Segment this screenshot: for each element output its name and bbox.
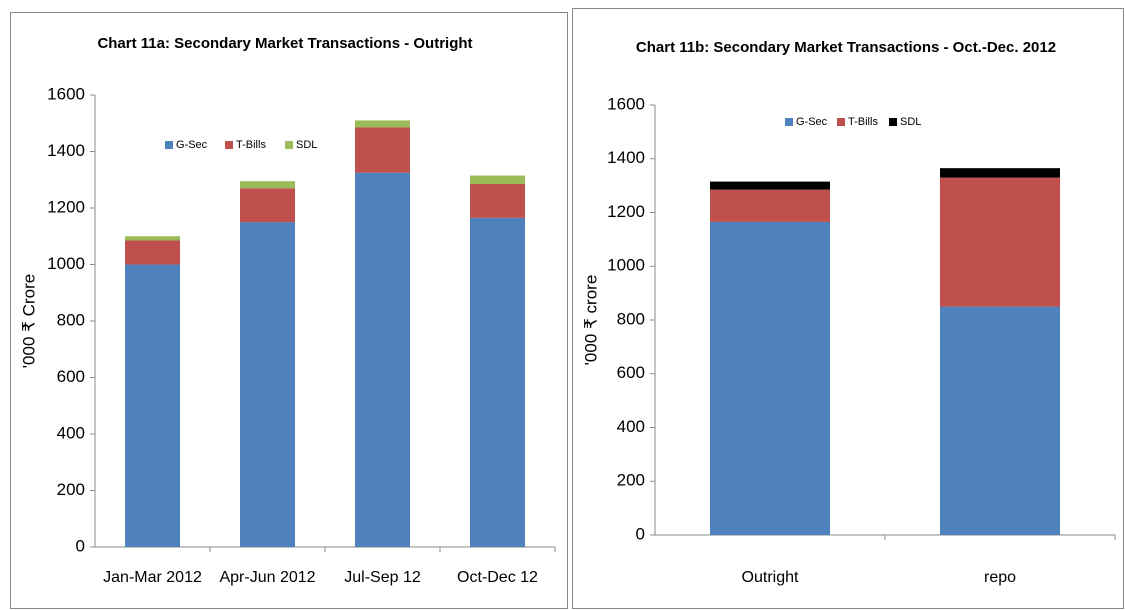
legend-label: G-Sec bbox=[176, 139, 208, 151]
y-tick-label: 0 bbox=[76, 536, 85, 555]
y-tick-label: 1400 bbox=[607, 148, 645, 167]
y-tick-label: 400 bbox=[57, 423, 85, 442]
legend-label: SDL bbox=[900, 116, 921, 128]
x-tick-label: Jan-Mar 2012 bbox=[103, 569, 202, 586]
y-axis-label: '000 ₹ Crore bbox=[19, 274, 38, 368]
legend-swatch bbox=[837, 118, 845, 126]
bar-segment bbox=[240, 181, 295, 189]
legend-label: T-Bills bbox=[848, 116, 878, 128]
chart-title: Chart 11a: Secondary Market Transactions… bbox=[97, 35, 472, 52]
y-tick-label: 800 bbox=[617, 309, 645, 328]
bar-segment bbox=[710, 181, 830, 190]
y-tick-label: 1200 bbox=[607, 202, 645, 221]
bar-segment bbox=[125, 264, 180, 547]
bar-segment bbox=[940, 168, 1060, 178]
legend-label: T-Bills bbox=[236, 139, 266, 151]
bar-segment bbox=[240, 222, 295, 547]
bar-segment bbox=[125, 240, 180, 265]
y-tick-label: 1600 bbox=[607, 94, 645, 113]
legend-label: SDL bbox=[296, 139, 317, 151]
x-tick-label: Outright bbox=[742, 569, 799, 586]
bar-segment bbox=[710, 189, 830, 222]
x-tick-label: Oct-Dec 12 bbox=[457, 569, 538, 586]
bar-segment bbox=[710, 221, 830, 535]
bar-segment bbox=[940, 177, 1060, 307]
x-tick-label: repo bbox=[984, 569, 1016, 586]
y-tick-label: 400 bbox=[617, 417, 645, 436]
bar-segment bbox=[355, 120, 410, 128]
y-tick-label: 600 bbox=[617, 363, 645, 382]
x-tick-label: Jul-Sep 12 bbox=[344, 569, 421, 586]
bar-segment bbox=[355, 172, 410, 547]
bar-segment bbox=[240, 188, 295, 223]
chart-title: Chart 11b: Secondary Market Transactions… bbox=[636, 39, 1056, 56]
y-axis-label: '000 ₹ crore bbox=[581, 275, 600, 366]
x-tick-label: Apr-Jun 2012 bbox=[219, 569, 315, 586]
bar-segment bbox=[470, 183, 525, 218]
y-tick-label: 800 bbox=[57, 310, 85, 329]
y-tick-label: 1200 bbox=[47, 197, 85, 216]
legend-swatch bbox=[785, 118, 793, 126]
y-tick-label: 1600 bbox=[47, 84, 85, 103]
y-tick-label: 0 bbox=[636, 524, 645, 543]
legend-swatch bbox=[225, 141, 233, 149]
y-tick-label: 600 bbox=[57, 367, 85, 386]
y-tick-label: 1000 bbox=[607, 256, 645, 275]
legend-label: G-Sec bbox=[796, 116, 828, 128]
legend-swatch bbox=[165, 141, 173, 149]
bar-segment bbox=[470, 175, 525, 184]
y-tick-label: 200 bbox=[617, 471, 645, 490]
legend-swatch bbox=[889, 118, 897, 126]
y-tick-label: 1000 bbox=[47, 254, 85, 273]
bar-segment bbox=[940, 306, 1060, 535]
y-tick-label: 200 bbox=[57, 480, 85, 499]
bar-segment bbox=[125, 236, 180, 241]
y-tick-label: 1400 bbox=[47, 141, 85, 160]
legend-swatch bbox=[285, 141, 293, 149]
bar-segment bbox=[470, 217, 525, 547]
bar-segment bbox=[355, 127, 410, 173]
